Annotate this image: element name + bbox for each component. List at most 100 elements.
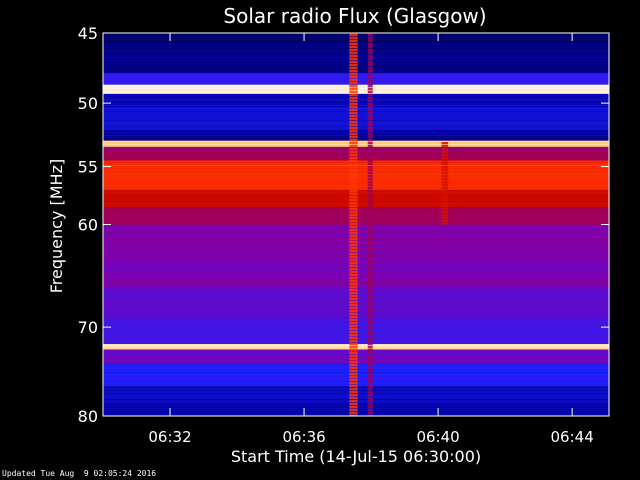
texture-line [103,81,609,82]
texture-line [103,237,609,238]
texture-line [103,114,609,115]
texture-line [103,207,609,208]
texture-line [103,138,609,139]
texture-line [103,357,609,358]
texture-line [103,117,609,118]
x-tick-label-2: 06:40 [416,428,459,446]
texture-line [103,375,609,376]
texture-line [103,342,609,343]
texture-line [103,36,609,37]
texture-line [103,294,609,295]
texture-line [103,372,609,373]
texture-line [103,57,609,58]
texture-line [103,309,609,310]
texture-line [103,240,609,241]
x-tick-label-0: 06:32 [148,428,191,446]
texture-line [103,162,609,163]
texture-line [103,267,609,268]
texture-line [103,93,609,94]
texture-line [103,75,609,76]
burst-feature-1 [367,33,373,416]
texture-line [103,111,609,112]
texture-line [103,306,609,307]
texture-line [103,348,609,349]
texture-line [103,393,609,394]
texture-line [103,276,609,277]
texture-line [103,147,609,148]
texture-line [103,72,609,73]
texture-line [103,183,609,184]
texture-line [103,321,609,322]
texture-line [103,330,609,331]
texture-line [103,69,609,70]
texture-line [103,234,609,235]
texture-line [103,150,609,151]
y-tick-label-1: 50 [78,94,98,113]
texture-line [103,288,609,289]
texture-line [103,66,609,67]
texture-line [103,363,609,364]
texture-line [103,273,609,274]
x-axis-label: Start Time (14-Jul-15 06:30:00) [231,447,481,466]
x-tick-label-1: 06:36 [282,428,325,446]
texture-line [103,258,609,259]
texture-line [103,378,609,379]
texture-line [103,345,609,346]
texture-line [103,216,609,217]
texture-line [103,192,609,193]
texture-line [103,123,609,124]
texture-line [103,120,609,121]
texture-line [103,132,609,133]
texture-line [103,165,609,166]
texture-line [103,51,609,52]
texture-line [103,360,609,361]
texture-line [103,402,609,403]
texture-line [103,180,609,181]
texture-line [103,198,609,199]
texture-line [103,129,609,130]
chart-title: Solar radio Flux (Glasgow) [223,4,486,28]
texture-line [103,168,609,169]
texture-line [103,327,609,328]
texture-line [103,264,609,265]
texture-line [103,144,609,145]
texture-line [103,399,609,400]
texture-line [103,261,609,262]
texture-line [103,336,609,337]
texture-line [103,351,609,352]
texture-line [103,405,609,406]
texture-line [103,45,609,46]
texture-line [103,300,609,301]
texture-line [103,156,609,157]
texture-line [103,87,609,88]
burst-feature-0 [349,33,358,416]
spectrogram-plot-area [103,33,609,416]
texture-line [103,384,609,385]
y-tick-label-2: 55 [78,158,98,177]
texture-line [103,90,609,91]
texture-line [103,78,609,79]
texture-line [103,126,609,127]
texture-line [103,246,609,247]
texture-line [103,159,609,160]
texture-line [103,96,609,97]
texture-line [103,153,609,154]
texture-line [103,318,609,319]
texture-line [103,204,609,205]
x-tick-label-3: 06:44 [551,428,594,446]
y-tick-label-3: 60 [78,216,98,235]
texture-line [103,390,609,391]
texture-line [103,195,609,196]
texture-line [103,279,609,280]
texture-line [103,174,609,175]
texture-line [103,381,609,382]
texture-line [103,84,609,85]
texture-line [103,228,609,229]
texture-line [103,366,609,367]
texture-line [103,231,609,232]
texture-line [103,291,609,292]
texture-line [103,63,609,64]
texture-line [103,177,609,178]
texture-line [103,369,609,370]
